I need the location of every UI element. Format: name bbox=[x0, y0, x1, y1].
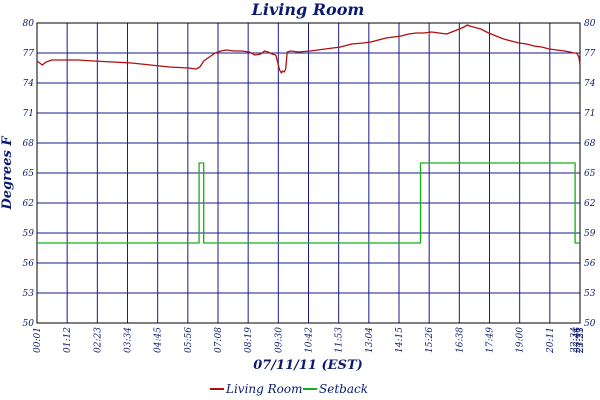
legend-item: Setback bbox=[303, 382, 368, 396]
legend-label: Living Room bbox=[225, 382, 303, 396]
y-tick-label-left: 50 bbox=[23, 319, 35, 329]
y-tick-label-left: 68 bbox=[23, 139, 35, 149]
x-tick-label: 19:00 bbox=[516, 327, 526, 353]
x-tick-label: 05:56 bbox=[184, 327, 194, 353]
y-tick-label-left: 71 bbox=[23, 109, 34, 119]
y-tick-label-right: 74 bbox=[584, 79, 596, 89]
legend: Living Room Setback bbox=[210, 382, 368, 396]
x-tick-label: 04:45 bbox=[154, 327, 164, 353]
y-tick-label-right: 62 bbox=[584, 199, 596, 209]
x-tick-label: 16:38 bbox=[455, 327, 465, 353]
x-tick-label: 02:23 bbox=[93, 327, 103, 353]
y-tick-label-left: 62 bbox=[23, 199, 35, 209]
x-tick-label: 13:04 bbox=[365, 327, 375, 353]
y-tick-label-right: 71 bbox=[584, 109, 595, 119]
y-tick-label-right: 50 bbox=[584, 319, 596, 329]
x-tick-label: 09:30 bbox=[274, 327, 284, 353]
y-tick-label-left: 77 bbox=[23, 49, 35, 59]
y-tick-label-left: 74 bbox=[23, 79, 35, 89]
y-tick-label-right: 68 bbox=[584, 139, 596, 149]
x-tick-label: 23:46 bbox=[573, 327, 583, 354]
series-line bbox=[37, 162, 580, 244]
y-tick-label-right: 65 bbox=[584, 169, 596, 179]
grid bbox=[37, 23, 580, 323]
y-tick-label-right: 53 bbox=[584, 289, 596, 299]
x-tick-label: 11:53 bbox=[335, 327, 345, 353]
y-tick-label-right: 80 bbox=[584, 19, 596, 29]
y-tick-label-right: 56 bbox=[584, 259, 596, 269]
y-axis-left-ticks: 50 53 56 59 62 65 68 71 74 77 80 bbox=[23, 19, 35, 329]
x-tick-label: 17:49 bbox=[486, 327, 496, 353]
series-line bbox=[36, 24, 581, 74]
x-tick-label: 08:19 bbox=[244, 327, 254, 353]
x-tick-label: 23:51 bbox=[576, 327, 586, 354]
x-tick-label: 01:12 bbox=[63, 327, 73, 353]
series-layer bbox=[36, 24, 581, 244]
y-tick-label-right: 59 bbox=[584, 229, 596, 239]
legend-label: Setback bbox=[319, 382, 368, 396]
x-tick-label: 15:26 bbox=[425, 327, 435, 353]
y-tick-label-left: 65 bbox=[23, 169, 35, 179]
x-tick-label: 10:42 bbox=[305, 327, 315, 353]
x-tick-label: 07:08 bbox=[214, 327, 224, 353]
plot-area-frame bbox=[36, 22, 581, 324]
x-tick-label: 14:15 bbox=[395, 327, 405, 353]
series-setback bbox=[37, 162, 580, 244]
chart-title: Living Room bbox=[251, 0, 365, 19]
legend-item: Living Room bbox=[210, 382, 303, 396]
x-tick-label: 20:11 bbox=[546, 327, 556, 354]
x-tick-label: 21:23 bbox=[576, 327, 586, 354]
y-tick-label-left: 59 bbox=[23, 229, 35, 239]
x-tick-label: 03:34 bbox=[124, 327, 134, 353]
x-tick-label: 00:01 bbox=[33, 327, 43, 353]
x-axis-label: 07/11/11 (EST) bbox=[253, 358, 363, 373]
y-tick-label-left: 53 bbox=[23, 289, 35, 299]
series-living-room bbox=[36, 24, 581, 74]
y-axis-label: Degrees F bbox=[0, 136, 15, 211]
x-tick-label: 22:34 bbox=[570, 327, 580, 354]
x-axis-ticks: 00:01 01:12 02:23 03:34 04:45 05:56 07:08 08:19… bbox=[33, 327, 586, 354]
y-axis-right-ticks: 50 53 56 59 62 65 68 71 74 77 80 bbox=[584, 19, 596, 329]
y-tick-label-left: 56 bbox=[23, 259, 35, 269]
y-tick-label-right: 77 bbox=[584, 49, 596, 59]
y-tick-label-left: 80 bbox=[23, 19, 35, 29]
